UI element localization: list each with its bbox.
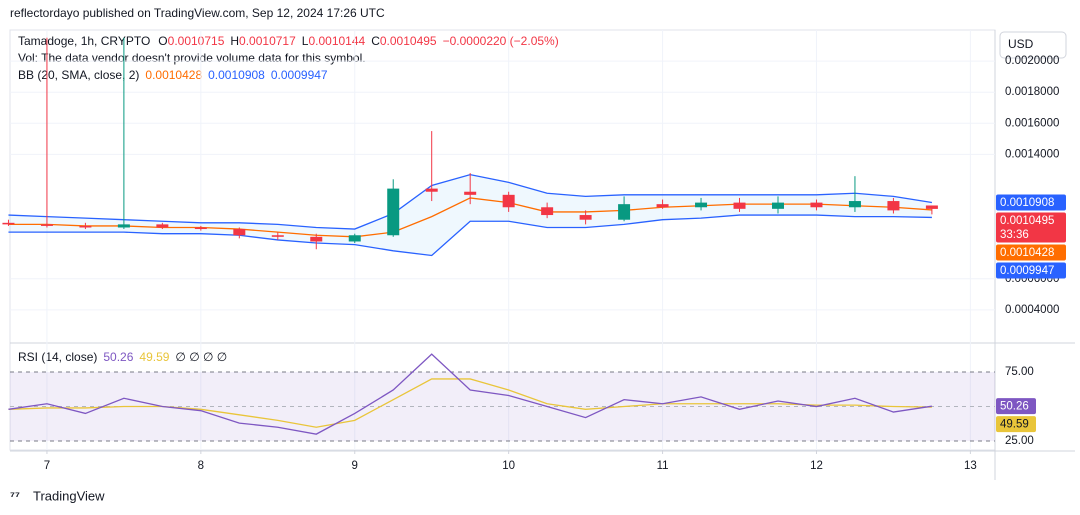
price-label: 50.26 <box>1000 401 1029 413</box>
candle-body <box>618 204 631 220</box>
legend-row: BB (20, SMA, close, 2) 0.0010428 0.0010908… <box>18 68 328 82</box>
candle-body <box>348 235 361 242</box>
candle-body <box>925 205 938 209</box>
price-label: 0.0010908 <box>1000 197 1054 209</box>
x-tick-label: 11 <box>657 460 669 472</box>
candle-body <box>117 224 130 228</box>
y-tick-label: 0.0018000 <box>1005 86 1059 98</box>
ohlc-value: 0.0010717 <box>239 34 296 48</box>
volume-note: Vol: The data vendor doesn't provide vol… <box>18 51 366 65</box>
rsi-band <box>10 372 995 442</box>
legend-row: Tamadoge, 1h, CRYPTO O0.0010715 H0.0010717… <box>18 34 559 48</box>
candle-body <box>271 235 284 237</box>
currency-button[interactable] <box>999 31 1067 59</box>
price-label-box <box>996 398 1036 415</box>
brand: TradingView <box>33 488 105 503</box>
ohlc-value: 0.0010144 <box>308 34 365 48</box>
y-tick-label: 0.0020000 <box>1005 55 1059 67</box>
y-tick-label: 0.0004000 <box>1005 304 1059 316</box>
y-tick-label: 0.0014000 <box>1005 148 1059 160</box>
candle-body <box>387 188 400 236</box>
bb-name: BB (20, SMA, close, 2) <box>18 68 139 82</box>
candle-body <box>848 201 861 208</box>
candle-body <box>502 194 515 208</box>
candle-body <box>156 224 169 228</box>
price-label: 0.0009947 <box>1000 265 1054 277</box>
ohlc-key: L <box>302 34 309 48</box>
ohlc-value: 0.0010495 <box>380 34 437 48</box>
currency-label[interactable]: USD <box>1008 37 1034 51</box>
candle-body <box>656 204 669 208</box>
candle-body <box>194 227 207 230</box>
rsi-name: RSI (14, close) <box>18 350 97 364</box>
x-tick-label: 8 <box>198 460 204 472</box>
candle-body <box>579 215 592 220</box>
bb-value: 0.0009947 <box>271 68 328 82</box>
y-tick-label: 0.0016000 <box>1005 117 1059 129</box>
price-label: 49.59 <box>1000 419 1029 431</box>
candle-body <box>233 229 246 236</box>
price-label: 0.0010495 <box>1000 215 1054 227</box>
x-tick-label: 9 <box>352 460 358 472</box>
countdown: 33:36 <box>1000 229 1029 241</box>
rsi-value: 49.59 <box>139 350 169 364</box>
y-tick-label: 75.00 <box>1005 366 1034 378</box>
footer-logo: ⁷⁷ TradingView <box>10 488 105 503</box>
symbol: Tamadoge, 1h, CRYPTO <box>18 34 150 48</box>
x-tick-label: 7 <box>44 460 50 472</box>
rsi-value: 50.26 <box>103 350 133 364</box>
candle-body <box>771 202 784 209</box>
price-label-box <box>996 244 1066 261</box>
candle-body <box>425 188 438 192</box>
bb-value: 0.0010908 <box>208 68 265 82</box>
bb-line <box>8 214 932 257</box>
price-label-box <box>996 262 1066 279</box>
ohlc-key: O <box>158 34 167 48</box>
change: −0.0000220 (−2.05%) <box>443 34 559 48</box>
x-tick-label: 13 <box>964 460 977 472</box>
y-tick-label: 25.00 <box>1005 435 1034 447</box>
price-label-box <box>996 416 1036 433</box>
x-tick-label: 10 <box>502 460 515 472</box>
ohlc-key: C <box>371 34 380 48</box>
candle-body <box>40 224 53 226</box>
candle-body <box>810 202 823 208</box>
publish-note: reflectordayo published on TradingView.c… <box>10 6 385 20</box>
ohlc-value: 0.0010715 <box>168 34 225 48</box>
bb-value: 0.0010428 <box>145 68 202 82</box>
legend: Tamadoge, 1h, CRYPTO O0.0010715 H0.0010717… <box>18 34 559 364</box>
price-label-box <box>996 194 1066 211</box>
candle-body <box>79 225 92 228</box>
rsi-line <box>8 353 932 435</box>
price-label-box <box>996 212 1066 243</box>
legend-row: Vol: The data vendor doesn't provide vol… <box>18 51 366 65</box>
x-tick-label: 12 <box>810 460 823 472</box>
ohlc-key: H <box>230 34 239 48</box>
candle-body <box>541 207 554 216</box>
candle-body <box>733 202 746 209</box>
candle-body <box>464 191 477 195</box>
legend-row: RSI (14, close) 50.26 49.59 ∅ ∅ ∅ ∅ <box>18 350 227 364</box>
price-label: 0.0010428 <box>1000 247 1054 259</box>
logo-mark: ⁷⁷ <box>10 489 20 503</box>
candle-body <box>695 202 708 208</box>
candle-body <box>887 201 900 211</box>
candle-body <box>2 222 15 225</box>
candle-body <box>310 236 323 242</box>
